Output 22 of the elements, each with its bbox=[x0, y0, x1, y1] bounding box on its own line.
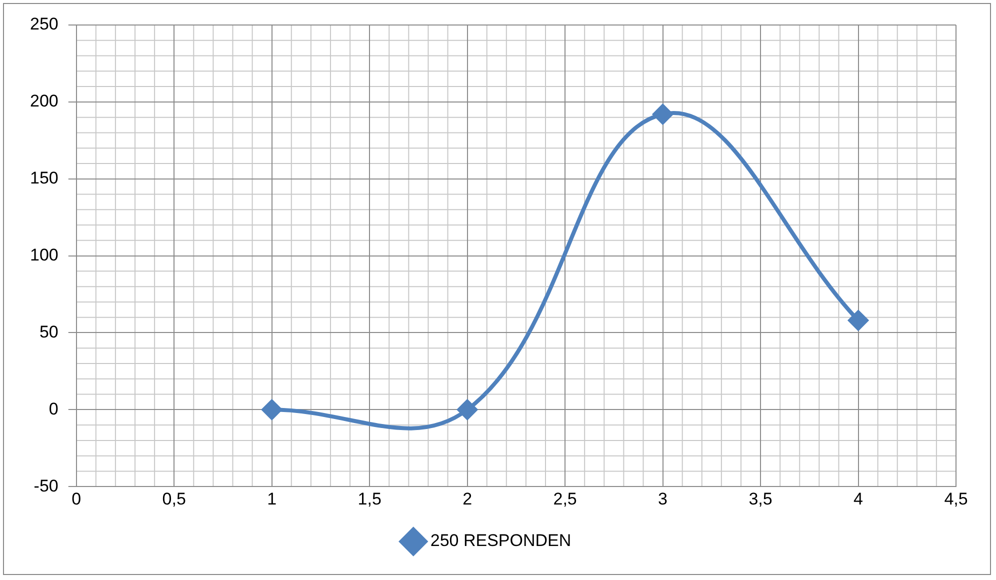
x-tick-label: 3,5 bbox=[748, 489, 772, 508]
y-tick-label: -50 bbox=[34, 476, 58, 496]
x-tick-label: 0 bbox=[72, 489, 82, 508]
y-tick-label: 250 bbox=[30, 14, 58, 34]
y-tick-label: 0 bbox=[48, 399, 58, 418]
x-tick-label: 1,5 bbox=[358, 489, 382, 508]
x-tick-label: 4 bbox=[854, 489, 863, 508]
point bbox=[848, 310, 868, 330]
point bbox=[262, 400, 282, 420]
x-tick-label: 4,5 bbox=[944, 489, 968, 508]
y-tick-label: 200 bbox=[30, 92, 58, 111]
x-tick-label: 0,5 bbox=[162, 489, 186, 508]
x-tick-label: 3 bbox=[658, 489, 668, 508]
x-tick-label: 2,5 bbox=[553, 489, 577, 508]
point bbox=[652, 104, 673, 124]
y-tick-label: 100 bbox=[30, 245, 58, 264]
y-tick-label: 50 bbox=[39, 322, 58, 342]
x-tick-label: 1 bbox=[267, 489, 277, 508]
legend-label: 250 RESPONDEN bbox=[430, 531, 572, 550]
point bbox=[457, 400, 478, 420]
y-tick-label: 150 bbox=[30, 168, 58, 188]
x-tick-label: 2 bbox=[462, 489, 472, 508]
